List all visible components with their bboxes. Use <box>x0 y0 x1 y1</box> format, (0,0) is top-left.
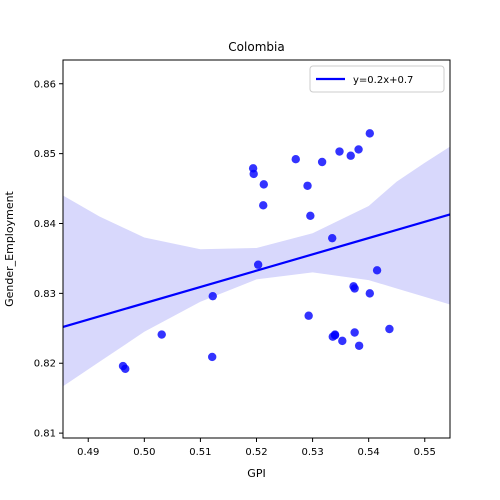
legend-label: y=0.2x+0.7 <box>353 75 413 86</box>
data-point <box>259 201 267 209</box>
data-point <box>249 170 257 178</box>
data-point <box>303 182 311 190</box>
data-point <box>292 155 300 163</box>
x-tick-label: 0.50 <box>133 447 155 458</box>
data-point <box>304 312 312 320</box>
data-point <box>318 158 326 166</box>
data-point <box>306 212 314 220</box>
legend: y=0.2x+0.7 <box>310 66 444 92</box>
data-point <box>354 145 362 153</box>
data-point <box>260 180 268 188</box>
data-point <box>328 234 336 242</box>
x-axis-label: GPI <box>247 467 265 480</box>
data-point <box>158 330 166 338</box>
data-point <box>331 330 339 338</box>
chart-title: Colombia <box>228 40 284 54</box>
data-point <box>355 342 363 350</box>
x-tick-label: 0.55 <box>414 447 436 458</box>
data-point <box>347 152 355 160</box>
data-point <box>209 292 217 300</box>
x-tick-label: 0.49 <box>77 447 99 458</box>
y-tick-label: 0.86 <box>34 79 56 90</box>
x-tick-label: 0.51 <box>189 447 211 458</box>
data-point <box>254 261 262 269</box>
data-point <box>366 289 374 297</box>
data-point <box>366 129 374 137</box>
data-point <box>121 365 129 373</box>
data-point <box>338 337 346 345</box>
data-point <box>350 284 358 292</box>
y-tick-label: 0.83 <box>34 289 56 300</box>
data-point <box>208 353 216 361</box>
y-tick-label: 0.82 <box>34 359 56 370</box>
data-point <box>350 328 358 336</box>
data-point <box>373 266 381 274</box>
y-axis-ticks: 0.81 0.82 0.83 0.84 0.85 0.86 <box>34 79 63 439</box>
data-point <box>385 325 393 333</box>
y-tick-label: 0.85 <box>34 149 56 160</box>
y-tick-label: 0.81 <box>34 429 56 440</box>
x-tick-label: 0.54 <box>358 447 380 458</box>
y-axis-label: Gender_Employment <box>3 190 16 306</box>
x-axis-ticks: 0.49 0.50 0.51 0.52 0.53 0.54 0.55 <box>77 438 436 458</box>
data-point <box>335 147 343 155</box>
x-tick-label: 0.53 <box>301 447 323 458</box>
x-tick-label: 0.52 <box>245 447 267 458</box>
y-tick-label: 0.84 <box>34 219 56 230</box>
